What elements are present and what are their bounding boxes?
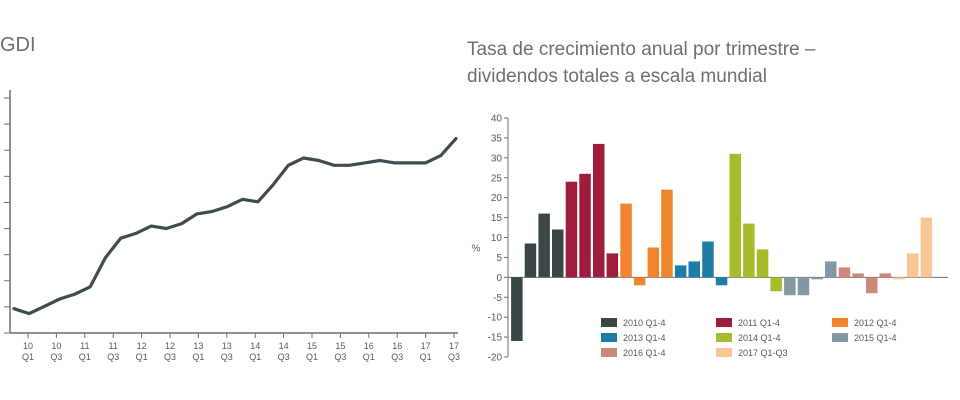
dividend-bar bbox=[538, 213, 550, 278]
dividend-bar bbox=[633, 277, 646, 286]
dividend-bar bbox=[920, 217, 933, 278]
dividend-bar bbox=[715, 277, 728, 286]
dividend-y-tick-label: 15 bbox=[491, 213, 503, 224]
dividend-y-tick-label: 25 bbox=[491, 173, 503, 184]
dividend-chart-title-line-2: dividendos totales a escala mundial bbox=[467, 66, 767, 87]
dividend-bar bbox=[647, 247, 660, 278]
dividend-bar bbox=[729, 153, 741, 278]
gdi-x-tick-label: Q3 bbox=[107, 352, 119, 362]
gdi-x-tick-label: 16 bbox=[364, 341, 374, 351]
legend-swatch bbox=[601, 318, 617, 327]
dividend-bar bbox=[797, 277, 810, 296]
dividend-bar bbox=[838, 267, 851, 278]
gdi-chart-title: GDI bbox=[0, 34, 36, 56]
dividend-bar bbox=[524, 243, 537, 278]
dividend-bar bbox=[893, 277, 905, 280]
legend-label: 2016 Q1-4 bbox=[623, 348, 666, 358]
dividend-chart-title: Tasa de crecimiento anual por trimestre … bbox=[467, 36, 816, 90]
dividend-bar bbox=[579, 173, 591, 278]
gdi-x-tick-label: Q1 bbox=[306, 352, 318, 362]
dividend-y-tick-label: 20 bbox=[491, 193, 503, 204]
legend-swatch bbox=[601, 348, 617, 357]
dividend-y-tick-label: -5 bbox=[493, 293, 502, 304]
dividend-bar bbox=[825, 261, 837, 278]
legend-label: 2012 Q1-4 bbox=[854, 318, 897, 328]
gdi-x-tick-label: 17 bbox=[449, 341, 459, 351]
dividend-bar bbox=[784, 277, 796, 296]
gdi-x-tick-label: Q3 bbox=[221, 352, 233, 362]
gdi-x-tick-label: Q3 bbox=[448, 352, 460, 362]
gdi-x-tick-label: 10 bbox=[51, 341, 61, 351]
dividend-bar bbox=[743, 223, 755, 278]
dividend-bar bbox=[879, 273, 892, 278]
dividend-chart-title-line-1: Tasa de crecimiento anual por trimestre … bbox=[467, 39, 816, 60]
dividend-y-tick-label: 5 bbox=[496, 253, 502, 264]
dividend-y-tick-label: -15 bbox=[488, 333, 503, 344]
gdi-x-tick-label: 17 bbox=[421, 341, 431, 351]
legend-label: 2013 Q1-4 bbox=[623, 333, 666, 343]
legend-swatch bbox=[832, 333, 848, 342]
legend-swatch bbox=[716, 348, 732, 357]
dividend-y-tick-label: 30 bbox=[491, 153, 503, 164]
gdi-x-tick-label: Q1 bbox=[136, 352, 148, 362]
gdi-x-tick-label: Q3 bbox=[164, 352, 176, 362]
gdi-x-tick-label: 15 bbox=[335, 341, 345, 351]
dividend-bar bbox=[688, 261, 700, 278]
dividend-y-tick-label: 40 bbox=[491, 114, 503, 125]
gdi-x-tick-label: 13 bbox=[222, 341, 232, 351]
dividend-y-tick-label: 0 bbox=[496, 273, 502, 284]
gdi-x-tick-label: Q1 bbox=[79, 352, 91, 362]
dividend-bar bbox=[593, 143, 605, 278]
gdi-x-tick-label: Q1 bbox=[192, 352, 204, 362]
dividend-y-tick-label: -10 bbox=[488, 313, 503, 324]
gdi-x-tick-label: Q3 bbox=[278, 352, 290, 362]
dividend-bar bbox=[565, 181, 578, 278]
dividend-bar bbox=[770, 277, 782, 292]
dividend-bar bbox=[756, 249, 769, 278]
gdi-x-tick-label: Q3 bbox=[334, 352, 346, 362]
gdi-x-tick-label: 12 bbox=[137, 341, 147, 351]
dividend-bar bbox=[852, 273, 864, 278]
legend-label: 2014 Q1-4 bbox=[738, 333, 781, 343]
dividend-bar bbox=[552, 229, 564, 278]
dividend-bar bbox=[674, 265, 687, 278]
dividend-y-axis-label: % bbox=[472, 243, 481, 254]
gdi-series-line bbox=[12, 137, 458, 316]
gdi-x-tick-label: Q1 bbox=[249, 352, 261, 362]
dividend-bar bbox=[702, 241, 714, 278]
dividend-bar bbox=[866, 277, 878, 294]
gdi-x-tick-label: 11 bbox=[80, 341, 89, 351]
dividend-bar bbox=[620, 203, 632, 278]
dividend-bar bbox=[811, 277, 823, 280]
gdi-x-tick-label: Q1 bbox=[420, 352, 432, 362]
gdi-x-tick-label: 11 bbox=[109, 341, 118, 351]
dividend-bar bbox=[511, 277, 523, 341]
legend-label: 2017 Q1-Q3 bbox=[738, 348, 788, 358]
dividend-y-tick-label: 35 bbox=[491, 133, 503, 144]
dividend-bar bbox=[661, 189, 673, 278]
dividend-y-tick-label: 10 bbox=[491, 233, 503, 244]
legend-swatch bbox=[716, 333, 732, 342]
gdi-x-tick-label: 12 bbox=[165, 341, 175, 351]
gdi-x-tick-label: Q1 bbox=[22, 352, 34, 362]
dividend-bar bbox=[906, 253, 919, 278]
gdi-x-tick-label: Q1 bbox=[363, 352, 375, 362]
dividend-y-tick-label: -20 bbox=[488, 353, 503, 364]
dividend-bar bbox=[606, 253, 619, 278]
gdi-x-tick-label: 16 bbox=[392, 341, 402, 351]
legend-label: 2015 Q1-4 bbox=[854, 333, 897, 343]
gdi-x-tick-label: 14 bbox=[279, 341, 289, 351]
gdi-x-tick-label: 13 bbox=[193, 341, 203, 351]
legend-swatch bbox=[601, 333, 617, 342]
legend-swatch bbox=[716, 318, 732, 327]
gdi-x-tick-label: Q3 bbox=[50, 352, 62, 362]
legend-label: 2011 Q1-4 bbox=[738, 318, 780, 328]
gdi-x-tick-label: 14 bbox=[250, 341, 260, 351]
gdi-x-tick-label: Q3 bbox=[391, 352, 403, 362]
gdi-x-tick-label: 15 bbox=[307, 341, 317, 351]
legend-swatch bbox=[832, 318, 848, 327]
legend-label: 2010 Q1-4 bbox=[623, 318, 666, 328]
gdi-x-tick-label: 10 bbox=[23, 341, 33, 351]
